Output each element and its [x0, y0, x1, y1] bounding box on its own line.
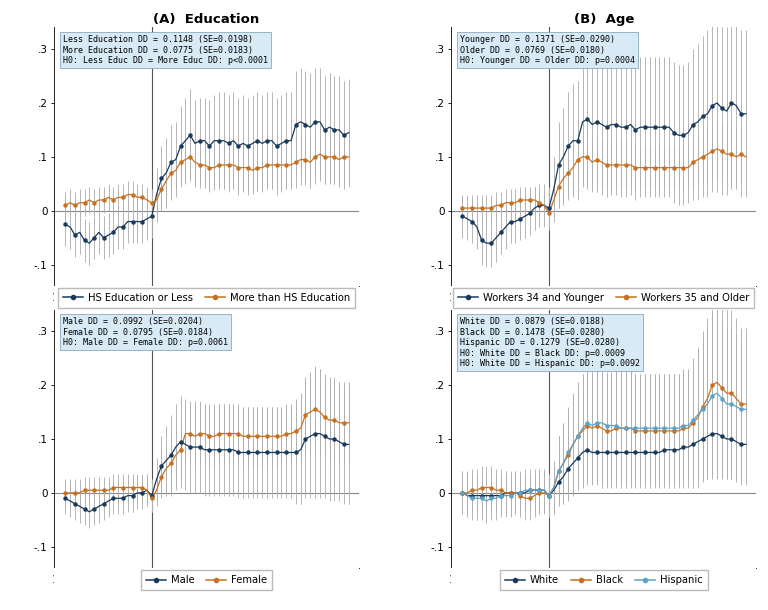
- Title: (B)  Age: (B) Age: [574, 13, 634, 26]
- Text: Male DD = 0.0992 (SE=0.0204)
Female DD = 0.0795 (SE=0.0184)
H0: Male DD = Female: Male DD = 0.0992 (SE=0.0204) Female DD =…: [63, 317, 228, 347]
- Legend: White, Black, Hispanic: White, Black, Hispanic: [500, 570, 708, 590]
- Text: Less Education DD = 0.1148 (SE=0.0198)
More Education DD = 0.0775 (SE=0.0183)
H0: Less Education DD = 0.1148 (SE=0.0198) M…: [63, 35, 268, 65]
- Legend: HS Education or Less, More than HS Education: HS Education or Less, More than HS Educa…: [58, 288, 355, 308]
- Text: Younger DD = 0.1371 (SE=0.0290)
Older DD = 0.0769 (SE=0.0180)
H0: Younger DD = O: Younger DD = 0.1371 (SE=0.0290) Older DD…: [460, 35, 635, 65]
- Title: (A)  Education: (A) Education: [154, 13, 260, 26]
- Legend: Male, Female: Male, Female: [141, 570, 273, 590]
- Title: (C)  Gender: (C) Gender: [164, 295, 250, 309]
- Legend: Workers 34 and Younger, Workers 35 and Older: Workers 34 and Younger, Workers 35 and O…: [453, 288, 754, 308]
- Title: (D)  Race and Ethnicity: (D) Race and Ethnicity: [518, 295, 690, 309]
- Text: White DD = 0.0879 (SE=0.0188)
Black DD = 0.1478 (SE=0.0280)
Hispanic DD = 0.1279: White DD = 0.0879 (SE=0.0188) Black DD =…: [460, 317, 640, 368]
